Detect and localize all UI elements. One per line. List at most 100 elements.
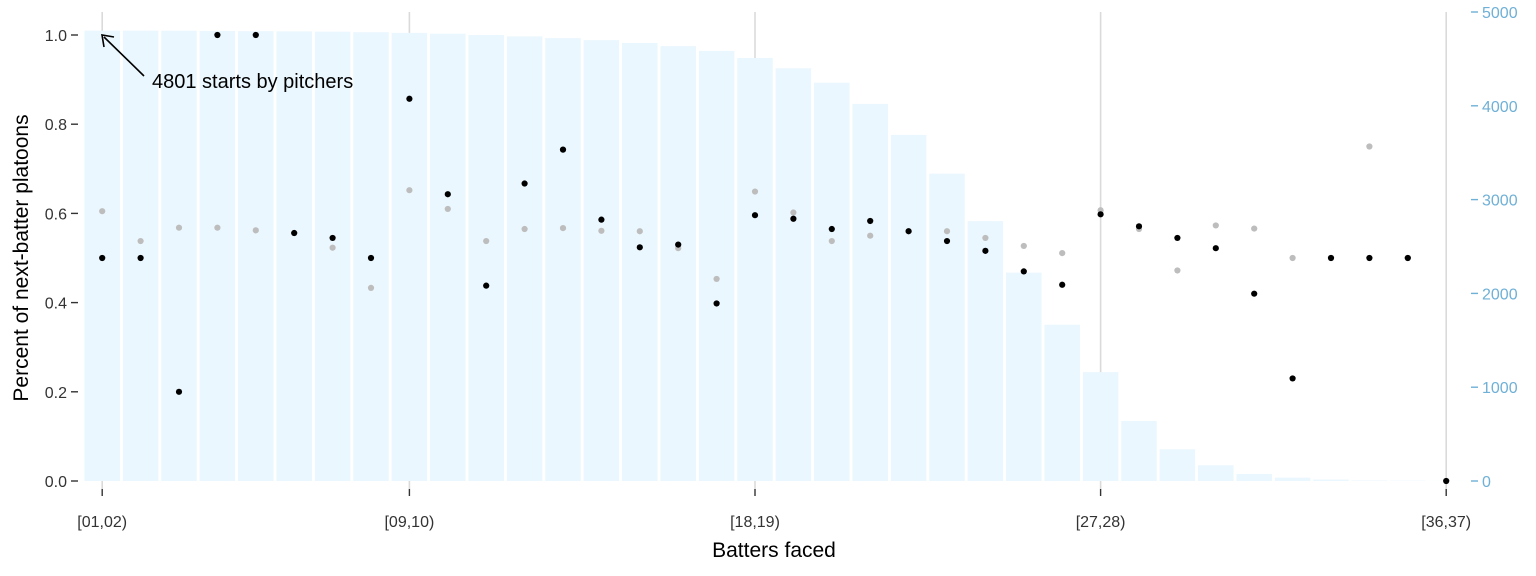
- x-axis-title: Batters faced: [712, 539, 836, 562]
- black-point-24: [982, 247, 989, 254]
- black-point-15: [636, 244, 643, 251]
- grey-point-15: [636, 228, 643, 235]
- x-tick-label-2: [18,19): [730, 514, 780, 531]
- bars-group: [84, 30, 1464, 482]
- bar-9: [391, 32, 428, 481]
- x-tick-label-4: [36,37): [1421, 514, 1471, 531]
- black-point-20: [828, 225, 835, 233]
- bar-6: [276, 31, 312, 482]
- left-tick-label-1: 0.2: [45, 385, 67, 402]
- bar-32: [1274, 477, 1311, 481]
- bar-4: [199, 30, 236, 481]
- bar-28: [1121, 420, 1157, 481]
- grey-point-13: [559, 225, 567, 232]
- black-point-35: [1404, 254, 1411, 262]
- black-point-23: [943, 237, 951, 245]
- grey-point-10: [444, 205, 451, 213]
- black-point-7: [329, 234, 336, 242]
- black-point-13: [559, 146, 567, 153]
- right-tick-label-4: 4000: [1482, 99, 1518, 116]
- grey-point-18: [751, 188, 759, 195]
- x-tick-label-1: [09,10): [384, 514, 434, 531]
- black-point-11: [483, 282, 490, 289]
- bar-14: [583, 40, 620, 481]
- bar-30: [1198, 465, 1234, 481]
- bar-21: [852, 103, 888, 481]
- black-point-8: [367, 254, 375, 262]
- grey-point-9: [406, 187, 413, 194]
- x-axis: [01,02) [09,10) [18,19) [27,28) [36,37): [77, 489, 1471, 531]
- black-point-16: [675, 241, 682, 248]
- black-point-25: [1020, 268, 1027, 275]
- grey-point-14: [598, 227, 605, 234]
- grey-point-17: [713, 275, 720, 283]
- right-axis: 0 1000 2000 3000 4000 5000: [1471, 5, 1518, 491]
- y-axis-title: Percent of next-batter platoons: [10, 114, 33, 401]
- grey-point-29: [1174, 267, 1181, 274]
- left-tick-label-3: 0.6: [45, 206, 67, 223]
- bar-34: [1351, 480, 1388, 481]
- left-tick-label-0: 0.0: [45, 474, 67, 491]
- bar-31: [1236, 473, 1272, 481]
- annotation: 4801 starts by pitchers: [101, 34, 353, 93]
- right-tick-label-3: 3000: [1482, 193, 1518, 210]
- black-point-1: [99, 254, 106, 262]
- grey-point-12: [521, 225, 528, 233]
- grey-point-19: [790, 209, 797, 216]
- black-point-2: [137, 254, 144, 262]
- black-point-17: [713, 300, 720, 307]
- black-point-14: [598, 216, 605, 223]
- bar-33: [1313, 479, 1349, 481]
- right-tick-label-5: 5000: [1482, 5, 1518, 22]
- grey-point-5: [252, 227, 259, 234]
- bar-15: [622, 42, 658, 481]
- black-point-6: [291, 229, 298, 237]
- left-axis: 0.0 0.2 0.4 0.6 0.8 1.0: [45, 28, 78, 491]
- black-point-30: [1212, 245, 1219, 252]
- bar-17: [698, 50, 735, 482]
- black-point-22: [905, 228, 912, 235]
- grey-point-31: [1251, 225, 1258, 232]
- left-tick-label-5: 1.0: [45, 28, 67, 45]
- bar-10: [430, 33, 466, 482]
- bar-24: [967, 221, 1004, 481]
- grey-point-26: [1059, 249, 1066, 257]
- grey-point-20: [828, 237, 835, 245]
- black-point-10: [444, 191, 451, 198]
- grey-point-4: [214, 224, 221, 231]
- bar-27: [1082, 372, 1119, 481]
- annotation-label: 4801 starts by pitchers: [152, 71, 353, 93]
- arrowhead-icon: [101, 34, 115, 48]
- right-tick-label-0: 0: [1482, 474, 1491, 491]
- annotation-arrow: [103, 36, 145, 77]
- black-point-31: [1251, 290, 1258, 297]
- black-points-group: [99, 31, 1450, 485]
- grey-point-34: [1366, 143, 1373, 150]
- grey-point-30: [1212, 222, 1219, 229]
- bar-13: [545, 38, 581, 481]
- grey-point-11: [483, 237, 490, 245]
- black-point-4: [214, 31, 221, 39]
- black-point-21: [867, 217, 874, 225]
- x-tick-label-3: [27,28): [1076, 514, 1126, 531]
- bar-20: [814, 82, 850, 482]
- x-tick-label-0: [01,02): [77, 514, 127, 531]
- bar-29: [1159, 449, 1196, 481]
- bar-18: [737, 57, 773, 481]
- black-point-18: [751, 212, 759, 219]
- bar-12: [506, 36, 543, 481]
- black-point-32: [1289, 375, 1296, 382]
- black-point-5: [252, 31, 259, 39]
- grey-point-25: [1020, 242, 1027, 250]
- bar-7: [314, 31, 351, 482]
- black-point-26: [1059, 281, 1066, 288]
- black-point-12: [521, 180, 528, 187]
- black-point-28: [1135, 223, 1143, 230]
- black-point-29: [1174, 234, 1181, 242]
- bar-11: [468, 34, 504, 482]
- black-point-34: [1366, 254, 1373, 262]
- grey-point-23: [943, 228, 951, 235]
- black-point-9: [406, 95, 413, 102]
- bar-19: [775, 68, 812, 481]
